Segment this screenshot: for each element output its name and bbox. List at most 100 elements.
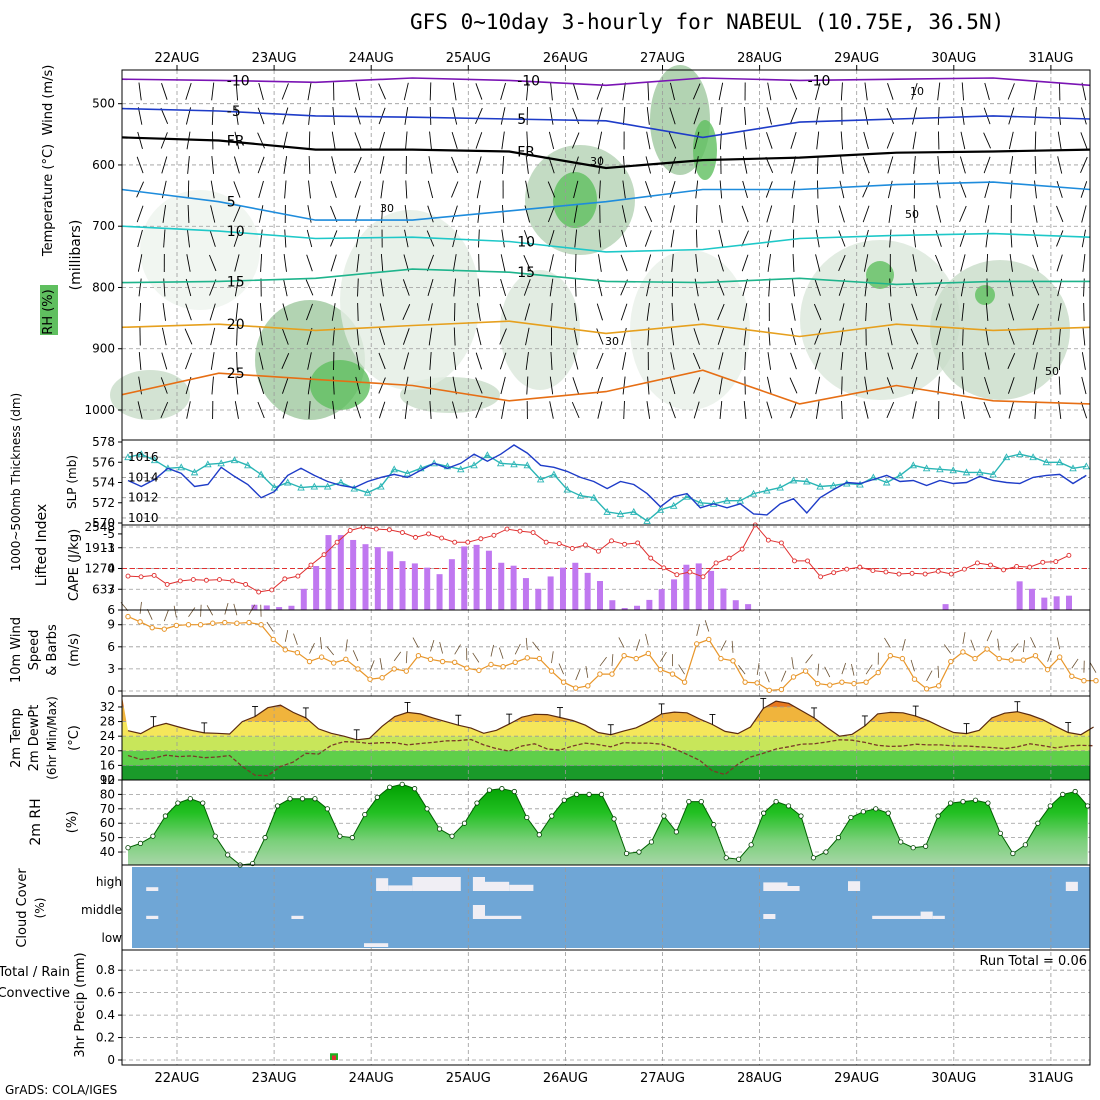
surface-wind-barb (1056, 637, 1061, 650)
wind-barb (717, 254, 724, 272)
wind-barb (234, 401, 239, 419)
temp-band (122, 765, 1090, 780)
wind-speed-point (367, 676, 373, 682)
wind-barb (961, 376, 965, 395)
wind-barb (863, 107, 869, 125)
wind-barb (645, 181, 652, 198)
thickness-tick-label: 576 (92, 455, 115, 469)
thickness-marker (377, 482, 385, 490)
thickness-marker (603, 507, 611, 515)
thickness-marker (283, 478, 292, 486)
thickness-tick-label: 574 (92, 476, 115, 490)
wind-barb (742, 278, 748, 297)
cape-bar (300, 588, 307, 610)
thickness-marker (763, 486, 771, 494)
surface-wind-barb (910, 659, 915, 672)
thickness-marker (150, 456, 159, 464)
wind-barb (961, 107, 965, 125)
cape-bar (522, 578, 529, 610)
wind-barb (840, 352, 844, 370)
wind-speed-point (802, 668, 809, 674)
surface-wind-barb (439, 641, 443, 654)
wind-barb (719, 401, 723, 419)
wind-barb (647, 327, 650, 346)
wind-barb (791, 156, 796, 174)
thickness-marker (456, 465, 465, 473)
date-label-top: 25AUG (446, 51, 491, 66)
cape-bar (621, 608, 628, 610)
wind-barb (257, 401, 265, 419)
surface-wind-barb (902, 639, 906, 651)
wind-barb (210, 180, 215, 199)
wind-barb (429, 106, 432, 125)
wind-barb (621, 327, 627, 346)
wind-barb (766, 401, 773, 419)
rh-point (1010, 850, 1016, 857)
thickness-marker (536, 475, 545, 483)
surface-wind-barb (490, 644, 494, 657)
wind-axis-title-3: & Barbs (45, 624, 60, 676)
rh-point (761, 810, 767, 816)
wind-barb (258, 205, 264, 223)
wind-barb (984, 180, 990, 199)
surface-wind-barb (997, 638, 1000, 651)
wind-barb (597, 107, 603, 125)
wind-barb (959, 181, 967, 198)
wind-barb (789, 107, 798, 125)
wind-barb (911, 352, 918, 370)
thickness-marker (829, 481, 838, 489)
wind-barb (1034, 155, 1037, 174)
lifted-index-point (1053, 559, 1059, 565)
temp-tick-label: 12 (100, 773, 115, 787)
thickness-marker (297, 483, 305, 491)
surface-wind-barb (345, 639, 348, 652)
wind-barb (162, 303, 166, 321)
wind-barb (863, 131, 869, 150)
wind-barb (621, 205, 627, 223)
thickness-marker (590, 493, 598, 501)
wind-barb (402, 303, 411, 320)
date-label-bottom: 27AUG (640, 1071, 685, 1086)
wind-barb (185, 303, 192, 321)
isotherm-label: -10 (808, 73, 831, 89)
wind-barb (549, 401, 554, 419)
isotherm-FR (121, 136, 1091, 170)
thickness-marker (576, 491, 585, 499)
wind-barb (1032, 229, 1039, 248)
wind-barb (501, 401, 506, 419)
wind-barb (768, 327, 771, 346)
thickness-marker (1082, 462, 1091, 470)
rh-point (212, 833, 218, 839)
wind-barb (475, 83, 483, 100)
wind-barb (308, 131, 311, 150)
wind-barb (307, 82, 312, 101)
wind-barb (888, 327, 893, 346)
wind-barb (210, 205, 216, 223)
wind-barb (234, 254, 240, 272)
wind-speed-point (270, 636, 276, 643)
wind-barb (669, 401, 676, 419)
lifted-index-tick-label: 3 (107, 582, 115, 596)
date-label-bottom: 24AUG (349, 1071, 394, 1086)
wind-barb (863, 254, 869, 272)
thickness-marker (230, 456, 239, 464)
cape-bar (288, 605, 295, 610)
cape-bar (1016, 581, 1023, 610)
cloud-background (132, 867, 1090, 948)
wind-speed-point (984, 646, 990, 652)
lifted-index-tick-label: -5 (103, 527, 115, 541)
wind-barb (210, 352, 215, 370)
wind-barb (789, 377, 798, 394)
wind-barb (526, 131, 529, 150)
data-layer (120, 77, 1099, 1060)
wind-barb (574, 253, 577, 272)
wind-barb (960, 254, 966, 272)
wind-barb (573, 205, 578, 223)
wind-speed-point (585, 683, 591, 689)
wind-barb (283, 254, 287, 272)
wind-barb (501, 204, 505, 223)
lifted-index-point (609, 538, 614, 544)
wind-speed-point (464, 665, 470, 671)
cape-bar (1041, 597, 1048, 610)
pressure-tick-label: 800 (92, 280, 115, 294)
